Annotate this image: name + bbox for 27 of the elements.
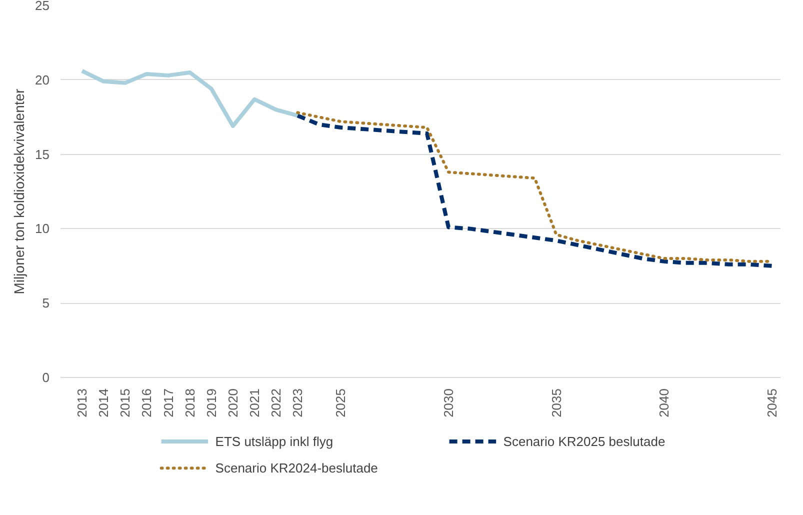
legend-label: Scenario KR2024-beslutade (215, 460, 378, 476)
x-tick-label: 2016 (139, 388, 154, 418)
x-tick-label: 2021 (247, 388, 262, 418)
x-tick-label: 2040 (656, 388, 672, 418)
y-tick-label: 0 (42, 370, 50, 385)
x-tick-label: 2015 (118, 388, 133, 418)
x-tick-label: 2014 (96, 388, 112, 418)
x-tick-label: 2023 (290, 388, 306, 418)
x-tick-label: 2022 (268, 388, 284, 418)
y-tick-label: 25 (35, 0, 50, 13)
legend-label: Scenario KR2025 beslutade (503, 434, 666, 449)
x-tick-label: 2030 (441, 388, 456, 418)
line-series (80, 68, 300, 128)
x-tick-label: 2035 (548, 388, 564, 418)
x-tick-label: 2017 (160, 388, 176, 418)
y-tick-label: 5 (42, 296, 50, 311)
y-tick-label: 10 (35, 221, 50, 236)
x-tick-label: 2019 (204, 388, 219, 418)
x-tick-label: 2025 (333, 388, 348, 418)
x-tick-label: 2013 (74, 388, 90, 418)
legend-label: ETS utsläpp inkl flyg (215, 434, 334, 449)
x-tick-label: 2045 (764, 388, 780, 418)
y-tick-label: 20 (35, 72, 50, 88)
x-tick-label: 2018 (182, 388, 198, 418)
y-tick-label: 15 (35, 146, 50, 162)
x-tick-label: 2020 (225, 388, 240, 418)
y-axis-title: Miljoner ton koldioxidekvivalenter (11, 88, 28, 294)
